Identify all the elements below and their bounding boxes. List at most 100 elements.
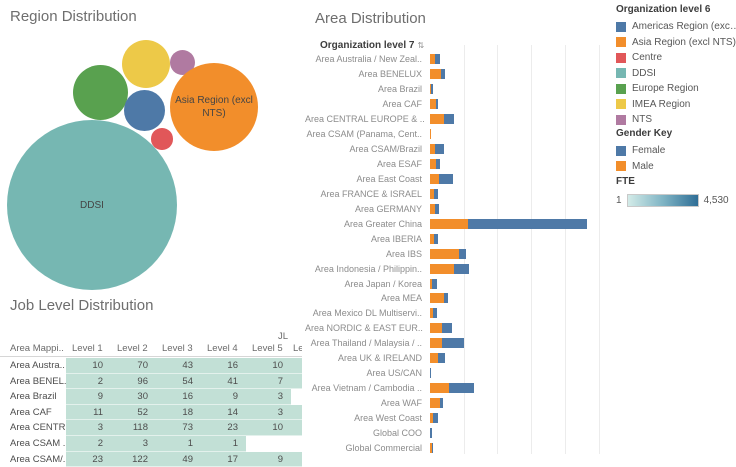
cell-level-1[interactable]: 3 xyxy=(66,420,111,436)
bubble-asia-region-excl-nts[interactable]: Asia Region (excl NTS) xyxy=(170,63,258,151)
area-row-label[interactable]: Area GERMANY xyxy=(305,204,426,214)
row-header-area-centr[interactable]: Area CENTR.. xyxy=(0,420,66,436)
area-row-label[interactable]: Area Australia / New Zeal.. xyxy=(305,54,426,64)
bar-segment-female[interactable] xyxy=(435,204,439,214)
cell-level-1[interactable]: 2 xyxy=(66,374,111,390)
bar-segment-female[interactable] xyxy=(436,159,440,169)
legend-item-centre[interactable]: Centre xyxy=(616,50,736,66)
cell-level-5[interactable]: 7 xyxy=(246,374,291,390)
area-row-label[interactable]: Area East Coast xyxy=(305,174,426,184)
bar-segment-female[interactable] xyxy=(432,443,433,453)
cell-level-5[interactable]: 3 xyxy=(246,405,291,421)
bar-segment-female[interactable] xyxy=(434,189,438,199)
cell-level-1[interactable]: 2 xyxy=(66,436,111,452)
area-row-label[interactable]: Area IBERIA xyxy=(305,234,426,244)
cell-level-6-partial[interactable] xyxy=(291,436,302,452)
legend-item-asia-region-excl-nts[interactable]: Asia Region (excl NTS) xyxy=(616,35,736,51)
bubble-imea-region[interactable] xyxy=(122,40,170,88)
bar-segment-female[interactable] xyxy=(454,264,469,274)
bar-segment-male[interactable] xyxy=(430,114,444,124)
bar-segment-female[interactable] xyxy=(434,234,438,244)
area-row-label[interactable]: Area ESAF xyxy=(305,159,426,169)
column-header-level-4[interactable]: Level 4 xyxy=(201,343,246,356)
bar-segment-female[interactable] xyxy=(468,219,587,229)
bar-segment-female[interactable] xyxy=(449,383,474,393)
cell-level-2[interactable]: 3 xyxy=(111,436,156,452)
bar-segment-female[interactable] xyxy=(431,84,433,94)
cell-level-6-partial[interactable] xyxy=(291,374,302,390)
column-header-level-5[interactable]: Level 5 xyxy=(246,343,291,356)
cell-level-6-partial[interactable] xyxy=(291,389,302,405)
cell-level-1[interactable]: 9 xyxy=(66,389,111,405)
bar-segment-male[interactable] xyxy=(430,323,442,333)
area-row-label[interactable]: Area IBS xyxy=(305,249,426,259)
row-header-area-csam[interactable]: Area CSAM .. xyxy=(0,436,66,452)
bar-segment-male[interactable] xyxy=(430,264,454,274)
bar-segment-female[interactable] xyxy=(442,338,464,348)
area-row-label[interactable]: Area WAF xyxy=(305,398,426,408)
bar-segment-female[interactable] xyxy=(439,174,453,184)
row-header-area-benel[interactable]: Area BENEL.. xyxy=(0,374,66,390)
area-row-label[interactable]: Area NORDIC & EAST EUR.. xyxy=(305,323,426,333)
area-row-label[interactable]: Global Commercial xyxy=(305,443,426,453)
cell-level-6-partial[interactable] xyxy=(291,358,302,374)
cell-level-5[interactable] xyxy=(246,436,291,452)
bar-segment-female[interactable] xyxy=(430,368,431,378)
area-row-label[interactable]: Global COO xyxy=(305,428,426,438)
legend-item-nts[interactable]: NTS xyxy=(616,112,736,128)
bar-segment-male[interactable] xyxy=(430,249,459,259)
cell-level-4[interactable]: 41 xyxy=(201,374,246,390)
bar-segment-male[interactable] xyxy=(430,69,441,79)
cell-level-3[interactable]: 16 xyxy=(156,389,201,405)
cell-level-1[interactable]: 10 xyxy=(66,358,111,374)
cell-level-2[interactable]: 96 xyxy=(111,374,156,390)
bar-segment-female[interactable] xyxy=(435,54,440,64)
area-row-label[interactable]: Area US/CAN xyxy=(305,368,426,378)
bar-segment-female[interactable] xyxy=(433,308,437,318)
cell-level-4[interactable]: 23 xyxy=(201,420,246,436)
bar-segment-female[interactable] xyxy=(459,249,466,259)
bar-segment-female[interactable] xyxy=(435,144,444,154)
legend-item-europe-region[interactable]: Europe Region xyxy=(616,81,736,97)
cell-level-3[interactable]: 1 xyxy=(156,436,201,452)
cell-level-5[interactable]: 10 xyxy=(246,420,291,436)
cell-level-2[interactable]: 52 xyxy=(111,405,156,421)
legend-item-female[interactable]: Female xyxy=(616,143,736,159)
cell-level-3[interactable]: 18 xyxy=(156,405,201,421)
bar-segment-female[interactable] xyxy=(442,323,452,333)
area-row-label[interactable]: Area Indonesia / Philippin.. xyxy=(305,264,426,274)
bar-segment-male[interactable] xyxy=(430,219,468,229)
area-row-label[interactable]: Area Japan / Korea xyxy=(305,279,426,289)
cell-level-4[interactable]: 14 xyxy=(201,405,246,421)
bubble-europe-region[interactable] xyxy=(73,65,128,120)
area-row-label[interactable]: Area MEA xyxy=(305,293,426,303)
area-row-label[interactable]: Area Vietnam / Cambodia .. xyxy=(305,383,426,393)
area-row-label[interactable]: Area CSAM/Brazil xyxy=(305,144,426,154)
cell-level-5[interactable]: 10 xyxy=(246,358,291,374)
area-row-label[interactable]: Area FRANCE & ISRAEL xyxy=(305,189,426,199)
column-header-level-1[interactable]: Level 1 xyxy=(66,343,111,356)
bar-segment-female[interactable] xyxy=(444,293,448,303)
cell-level-4[interactable]: 16 xyxy=(201,358,246,374)
cell-level-4[interactable]: 1 xyxy=(201,436,246,452)
row-header-area-caf[interactable]: Area CAF xyxy=(0,405,66,421)
area-row-label[interactable]: Area CENTRAL EUROPE & .. xyxy=(305,114,426,124)
legend-item-ddsi[interactable]: DDSI xyxy=(616,66,736,82)
bar-segment-male[interactable] xyxy=(430,174,439,184)
bar-segment-female[interactable] xyxy=(444,114,454,124)
area-row-label[interactable]: Area Mexico DL Multiservi.. xyxy=(305,308,426,318)
legend-item-imea-region[interactable]: IMEA Region xyxy=(616,97,736,113)
column-header-level-2[interactable]: Level 2 xyxy=(111,343,156,356)
row-header-area-brazil[interactable]: Area Brazil xyxy=(0,389,66,405)
bubble-americas-region-excl-nts[interactable] xyxy=(124,90,165,131)
bar-segment-male[interactable] xyxy=(430,398,440,408)
cell-level-3[interactable]: 73 xyxy=(156,420,201,436)
area-row-label[interactable]: Area Thailand / Malaysia / .. xyxy=(305,338,426,348)
bar-segment-female[interactable] xyxy=(438,353,445,363)
bar-segment-female[interactable] xyxy=(432,279,437,289)
bar-segment-male[interactable] xyxy=(430,338,442,348)
org-level7-column-header[interactable]: Organization level 7⇅ xyxy=(320,40,424,51)
row-header-area-austra[interactable]: Area Austra.. xyxy=(0,358,66,374)
cell-level-6-partial[interactable] xyxy=(291,420,302,436)
bar-segment-male[interactable] xyxy=(430,383,449,393)
